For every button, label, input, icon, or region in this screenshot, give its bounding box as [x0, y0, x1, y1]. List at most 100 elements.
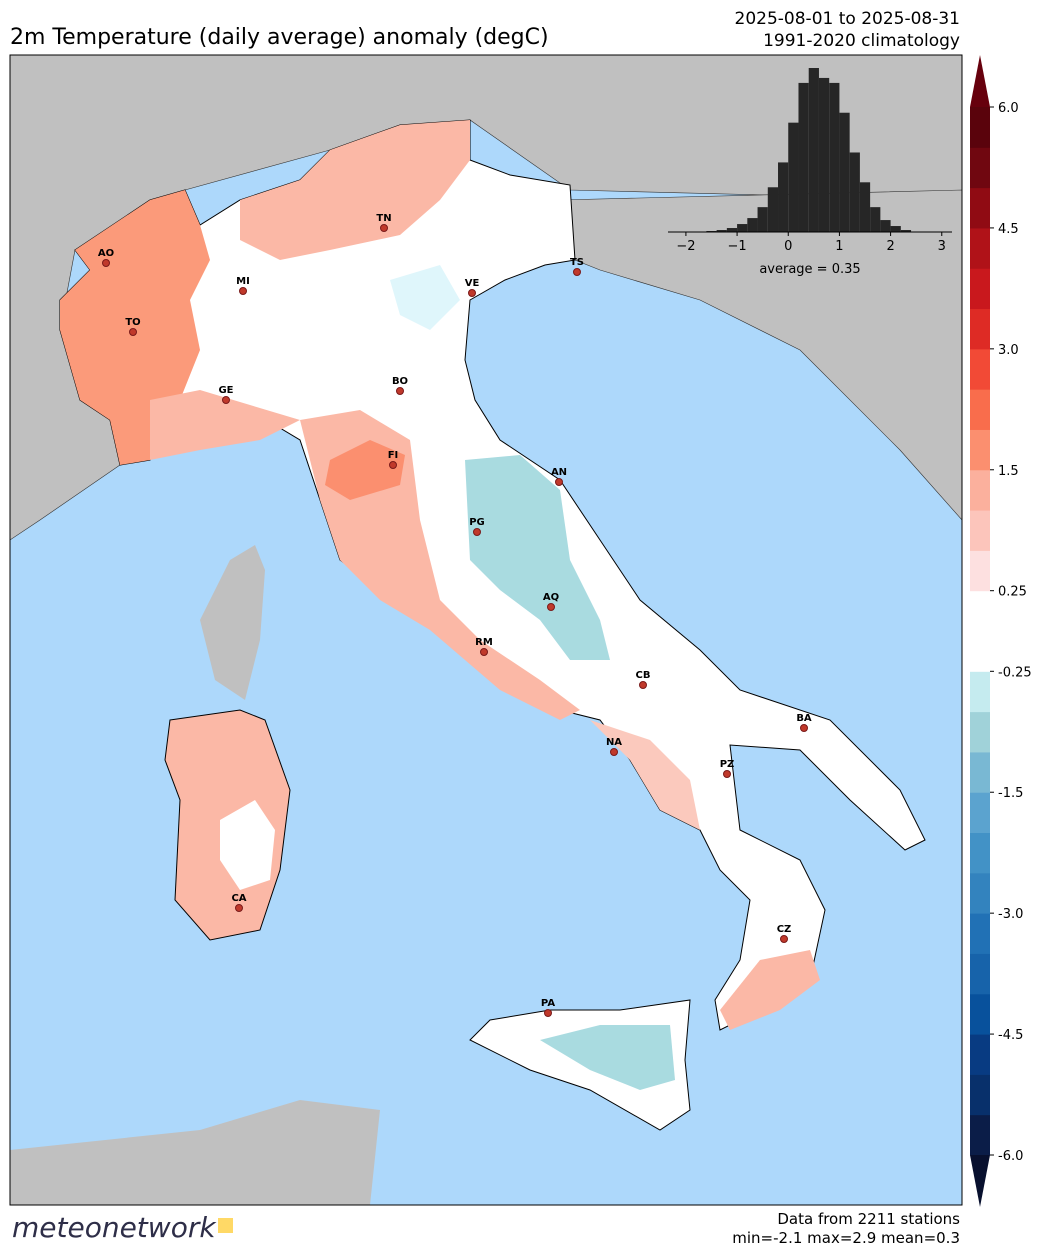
colorbar-tick-label: -0.25	[998, 665, 1032, 680]
colorbar-bin	[970, 348, 990, 390]
city-label: PZ	[720, 759, 735, 770]
city-label: CB	[636, 670, 651, 681]
colorbar-bin	[970, 308, 990, 350]
period: 2025-08-01 to 2025-08-31	[735, 9, 960, 29]
histogram-average: average = 0.35	[759, 262, 860, 277]
histogram-bar	[818, 77, 830, 232]
map-frame	[9, 54, 963, 1206]
colorbar-tick-label: 0.25	[998, 585, 1027, 600]
corsica	[200, 545, 265, 700]
histogram-bar	[757, 207, 768, 232]
colorbar-tick-label: -3.0	[998, 907, 1023, 922]
colorbar-bin	[970, 227, 990, 269]
colorbar-bin	[970, 107, 990, 148]
city-dot	[396, 387, 404, 395]
city-label: PG	[469, 517, 485, 528]
city-label: BA	[796, 713, 812, 724]
anomaly-calabria	[720, 950, 820, 1030]
histogram-bar	[726, 228, 738, 232]
land-africa	[10, 1100, 380, 1205]
histogram-tick-label: 1	[835, 239, 843, 254]
colorbar-bin	[970, 671, 990, 713]
histogram-bar	[880, 220, 891, 232]
anomaly-sicily	[540, 1025, 675, 1090]
stats: min=-2.1 max=2.9 mean=0.3	[732, 1229, 960, 1247]
city-label: BO	[392, 376, 408, 387]
colorbar-bin	[970, 832, 990, 874]
histogram-bar	[716, 230, 727, 232]
city-label: TS	[570, 257, 584, 268]
colorbar-bin	[970, 631, 990, 672]
city-dot	[780, 935, 788, 943]
anomaly-liguria	[150, 390, 300, 460]
city-dot	[639, 681, 647, 689]
climatology: 1991-2020 climatology	[763, 31, 960, 51]
histogram-tick-label: 2	[886, 239, 894, 254]
city-label: TN	[376, 213, 391, 224]
logo: meteonetwork	[12, 1211, 217, 1244]
city-label: NA	[606, 737, 622, 748]
histogram-bar	[849, 152, 860, 232]
colorbar-bin	[970, 469, 990, 511]
city-dot	[380, 224, 388, 232]
city-dot	[235, 904, 243, 912]
histogram-bar	[870, 207, 881, 232]
city-label: FI	[388, 450, 399, 461]
anomaly-campania	[590, 720, 700, 830]
anomaly-veneto	[390, 265, 460, 330]
city-dot	[102, 259, 110, 267]
histogram-bar	[767, 187, 779, 232]
city-label: AQ	[543, 592, 559, 603]
colorbar-tick-label: -1.5	[998, 786, 1023, 801]
city-dot	[389, 461, 397, 469]
histogram-bar	[798, 82, 809, 232]
colorbar-extend-top	[970, 55, 990, 107]
city-dot	[480, 648, 488, 656]
histogram-bar	[839, 112, 850, 232]
colorbar-tick-label: 1.5	[998, 464, 1019, 479]
city-label: PA	[541, 998, 555, 1009]
anomaly-alps	[240, 120, 470, 260]
colorbar-bin	[970, 389, 990, 430]
city-dot	[239, 287, 247, 295]
colorbar-bin	[970, 792, 990, 834]
colorbar-bin	[970, 510, 990, 551]
colorbar-tick-label: 6.0	[998, 101, 1019, 116]
colorbar-tick-label: 3.0	[998, 343, 1019, 358]
anomaly-apennines	[465, 455, 610, 660]
histogram-bar	[778, 162, 789, 232]
anomaly-sardinia-center	[220, 800, 275, 890]
anomaly-florence	[325, 440, 405, 500]
city-dot	[222, 396, 230, 404]
histogram-tick-label: −2	[676, 239, 695, 254]
colorbar-bin	[970, 872, 990, 914]
stations: Data from 2211 stations	[777, 1210, 960, 1228]
histogram-bar	[788, 122, 799, 232]
city-label: AN	[551, 467, 567, 478]
colorbar-bin	[970, 590, 990, 632]
colorbar-tick-label: 4.5	[998, 222, 1019, 237]
colorbar-bin	[970, 711, 990, 753]
colorbar-bin	[970, 751, 990, 793]
city-dot	[129, 328, 137, 336]
city-dot	[800, 724, 808, 732]
histogram-bar	[859, 182, 871, 232]
city-label: VE	[465, 278, 480, 289]
colorbar-bin	[970, 268, 990, 310]
logo-square	[218, 1218, 233, 1233]
colorbar-bin	[970, 1034, 990, 1075]
colorbar-bin	[970, 550, 990, 592]
city-label: AO	[98, 248, 114, 259]
colorbar-bin	[970, 147, 990, 189]
colorbar-bin	[970, 1114, 990, 1156]
title: 2m Temperature (daily average) anomaly (…	[10, 25, 549, 50]
histogram-bar	[829, 82, 840, 232]
city-dot	[723, 770, 731, 778]
colorbar-bin	[970, 1074, 990, 1116]
histogram-bar	[747, 218, 758, 232]
colorbar-bin	[970, 429, 990, 471]
city-dot	[610, 748, 618, 756]
colorbar-extend-bottom	[970, 1155, 990, 1207]
colorbar-bin	[970, 993, 990, 1035]
